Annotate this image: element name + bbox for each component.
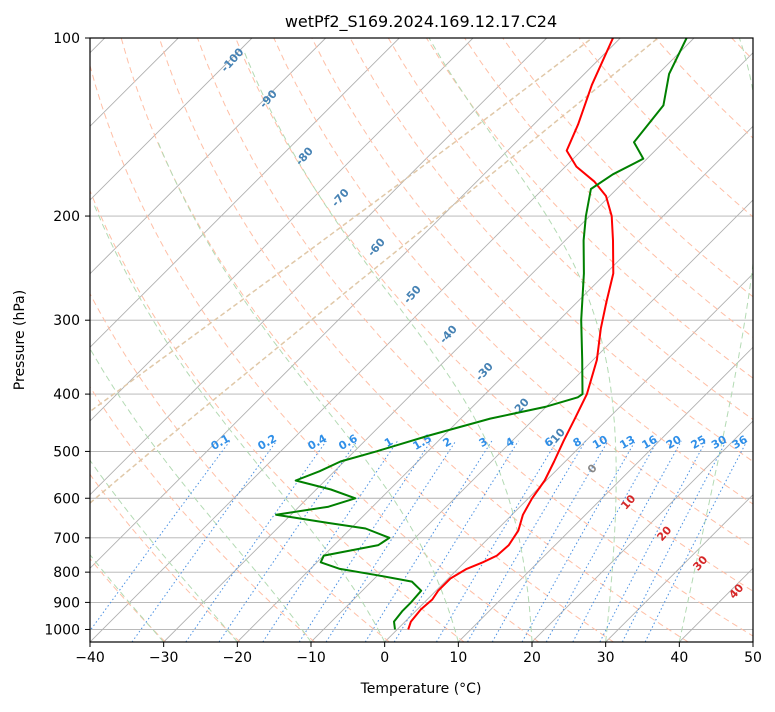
y-tick-label: 700	[53, 531, 80, 547]
isotherm-line	[384, 273, 753, 642]
x-tick-label: −40	[75, 650, 105, 666]
x-axis-ticks: −40 −30 −20 −10 0 10 20 30 40 50	[75, 642, 762, 666]
y-tick-label: 500	[53, 444, 80, 460]
isotherm-lines	[90, 38, 753, 642]
moist-adiabat-line	[90, 459, 238, 642]
mixing-ratio-line	[644, 440, 748, 642]
isotherm-line	[605, 494, 753, 642]
x-tick-label: 40	[670, 650, 688, 666]
dry-adiabat-line	[235, 38, 753, 592]
y-tick-label: 100	[53, 31, 80, 47]
mixing-ratio-line	[364, 440, 493, 642]
moist-adiabat-line	[90, 553, 165, 642]
moist-adiabat-line	[243, 50, 533, 642]
profile-series	[275, 38, 688, 630]
isotherm-line	[90, 38, 400, 348]
dry-adiabat-line	[120, 38, 614, 642]
y-tick-label: 300	[53, 313, 80, 329]
chart-title: wetPf2_S169.2024.169.12.17.C24	[285, 12, 557, 32]
isotherm-line	[90, 38, 621, 569]
mixing-ratio-line	[218, 440, 358, 642]
isotherm-line	[90, 38, 695, 642]
moist-adiabats	[90, 38, 753, 642]
moist-adiabat-line	[678, 38, 753, 642]
moist-adiabat-line	[157, 142, 459, 642]
dry-adiabat-line	[90, 473, 241, 642]
mixing-ratio-line	[467, 440, 586, 642]
y-tick-label: 400	[53, 387, 80, 403]
mixing-ratio-line	[545, 440, 658, 642]
x-tick-label: 20	[523, 650, 541, 666]
isobar-lines	[90, 38, 753, 630]
mixing-ratio-line	[521, 440, 636, 642]
isotherm-line	[236, 125, 753, 642]
dry-adiabat-line	[349, 38, 753, 463]
isotherm-line	[457, 346, 753, 642]
dry-adiabat-line	[158, 38, 689, 642]
mixing-ratio-line	[325, 440, 457, 642]
x-tick-label: 10	[449, 650, 467, 666]
dry-adiabat-line	[502, 38, 753, 298]
x-axis-label: Temperature (°C)	[360, 681, 482, 697]
x-tick-label: 50	[744, 650, 762, 666]
dry-adiabat-line	[90, 189, 465, 642]
frost-line	[90, 38, 593, 413]
frost-point-lines	[90, 38, 659, 505]
x-tick-label: 0	[380, 650, 389, 666]
mixing-ratio-line	[298, 440, 432, 642]
dry-adiabat-line	[311, 38, 753, 505]
dry-adiabat-line	[425, 38, 753, 379]
y-tick-label: 200	[53, 209, 80, 225]
y-axis-ticks: 100 200 300 400 500 600 700 800 900 1000	[44, 31, 90, 638]
mixing-ratio-lines	[90, 440, 748, 642]
y-axis-label: Pressure (hPa)	[12, 290, 28, 390]
mixing-ratio-line	[491, 440, 609, 642]
y-tick-label: 600	[53, 491, 80, 507]
mixing-ratio-line	[393, 440, 519, 642]
isotherm-line	[90, 38, 474, 422]
isotherm-line	[531, 420, 753, 642]
dry-adiabat-line	[90, 63, 540, 642]
dewpoint-profile-line	[275, 38, 688, 630]
moist-adiabat-line	[90, 347, 312, 642]
y-tick-label: 800	[53, 565, 80, 581]
y-tick-label: 1000	[44, 622, 80, 638]
x-tick-label: −30	[149, 650, 179, 666]
plot-frame	[89, 37, 754, 643]
x-tick-label: 30	[597, 650, 615, 666]
isotherm-line	[90, 38, 548, 496]
moist-adiabat-line	[92, 202, 386, 642]
isotherm-line	[310, 199, 753, 642]
frost-line	[90, 38, 659, 505]
x-tick-label: −20	[223, 650, 253, 666]
dry-adiabat-line	[90, 292, 390, 642]
dry-adiabat-line	[273, 38, 753, 548]
moist-adiabat-line	[428, 38, 617, 642]
dry-adiabat-line	[464, 38, 753, 338]
mixing-ratio-line	[90, 440, 231, 632]
dry-adiabats	[90, 38, 753, 642]
mixing-ratio-line	[185, 440, 327, 642]
mixing-ratio-line	[262, 440, 399, 642]
isotherm-line	[163, 52, 753, 642]
dry-adiabat-line	[90, 385, 316, 642]
isotherm-line	[90, 38, 253, 201]
y-tick-label: 900	[53, 595, 80, 611]
temperature-profile-line	[407, 38, 615, 630]
x-tick-label: −10	[296, 650, 326, 666]
isotherm-line	[90, 38, 327, 275]
mixing-ratio-line	[435, 440, 558, 642]
